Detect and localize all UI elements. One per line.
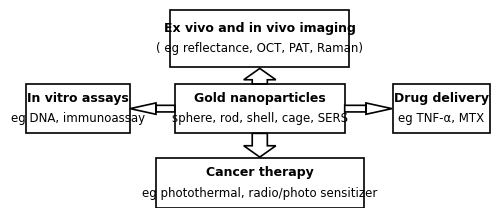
FancyBboxPatch shape — [156, 158, 364, 208]
Text: eg TNF-α, MTX: eg TNF-α, MTX — [398, 112, 484, 125]
Text: ( eg reflectance, OCT, PAT, Raman): ( eg reflectance, OCT, PAT, Raman) — [156, 42, 364, 55]
Text: sphere, rod, shell, cage, SERS: sphere, rod, shell, cage, SERS — [172, 112, 348, 125]
Text: Cancer therapy: Cancer therapy — [206, 166, 314, 179]
Text: eg photothermal, radio/photo sensitizer: eg photothermal, radio/photo sensitizer — [142, 187, 378, 200]
FancyBboxPatch shape — [26, 84, 130, 133]
Polygon shape — [344, 103, 392, 114]
Polygon shape — [130, 103, 175, 114]
Text: eg DNA, immunoassay: eg DNA, immunoassay — [11, 112, 145, 125]
Polygon shape — [244, 133, 276, 157]
Text: In vitro assays: In vitro assays — [28, 92, 129, 105]
Text: Ex vivo and in vivo imaging: Ex vivo and in vivo imaging — [164, 22, 356, 35]
Text: Drug delivery: Drug delivery — [394, 92, 489, 105]
Text: Gold nanoparticles: Gold nanoparticles — [194, 92, 326, 105]
FancyBboxPatch shape — [175, 84, 344, 133]
FancyBboxPatch shape — [393, 84, 490, 133]
Polygon shape — [244, 68, 276, 84]
FancyBboxPatch shape — [170, 10, 350, 67]
